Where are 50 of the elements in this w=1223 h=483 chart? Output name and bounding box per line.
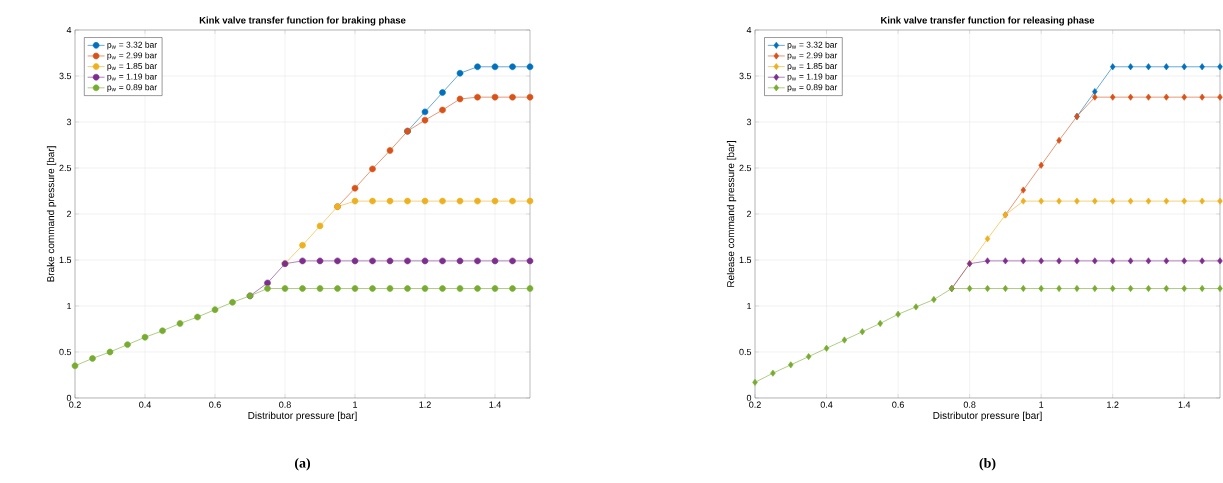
x-tick-label: 0.8 [963,401,976,408]
legend-label: p$_{w}$ = 2.99 bar [107,52,157,61]
y-tick-label: 3 [746,118,752,126]
legend-label: p$_{w}$ = 1.85 bar [787,62,838,71]
x-tick-label: 0.6 [209,401,221,408]
y-tick-label: 4 [746,26,752,34]
legend-label: p$_{w}$ = 1.85 bar [107,62,157,71]
y-tick-label: 1.5 [739,256,752,264]
y-axis-title: Release command pressure [bar] [726,141,737,287]
legend-label: p$_{w}$ = 1.19 bar [787,73,838,82]
text: (b) [979,457,996,471]
y-tick-label: 2 [746,210,752,218]
y-tick-label: 2.5 [59,164,72,172]
x-tick-label: 0.4 [820,401,833,408]
x-axis-title: Distributor pressure [bar] [248,411,357,421]
chart-title: Kink valve transfer function for braking phase [199,16,406,26]
x-tick-label: 0.2 [69,401,81,408]
x-tick-label: 1 [353,401,358,408]
chart-title: Kink valve transfer function for releasing phase [881,16,1095,26]
y-tick-label: 1 [67,302,72,310]
x-tick-label: 1.4 [489,401,501,408]
y-tick-label: 1 [747,302,752,310]
x-tick-label: 0.6 [892,401,904,408]
y-tick-label: 0.5 [59,348,72,356]
legend-label: p$_{w}$ = 2.99 bar [787,52,838,61]
x-tick-label: 0.8 [279,401,291,408]
x-tick-label: 1.2 [1107,401,1119,408]
y-tick-label: 0.5 [739,348,752,356]
y-axis-title: Brake command pressure [bar] [46,146,57,282]
text: (a) [294,457,311,471]
x-tick-label: 1.2 [419,401,431,408]
y-tick-label: 3 [66,118,72,126]
y-tick-label: 4 [66,26,72,34]
legend-label: p$_{w}$ = 0.89 bar [787,84,838,92]
x-tick-label: 1 [1039,401,1044,408]
x-tick-label: 1.4 [1178,401,1191,408]
x-tick-label: 0.4 [139,401,151,408]
x-tick-label: 0.2 [749,401,761,408]
legend-label: p$_{w}$ = 1.19 bar [107,73,157,82]
y-tick-label: 2.5 [739,164,752,172]
legend-label: p$_{w}$ = 3.32 bar [107,41,157,50]
y-tick-label: 3.5 [59,72,72,80]
x-axis-title: Distributor pressure [bar] [933,411,1042,421]
y-tick-label: 2 [66,210,72,218]
y-tick-label: 0 [66,394,72,402]
y-tick-label: 3.5 [739,72,752,80]
legend-label: p$_{w}$ = 0.89 bar [107,84,157,92]
y-tick-label: 0 [746,394,752,402]
y-tick-label: 1.5 [59,256,72,264]
legend-label: p$_{w}$ = 3.32 bar [787,41,838,50]
